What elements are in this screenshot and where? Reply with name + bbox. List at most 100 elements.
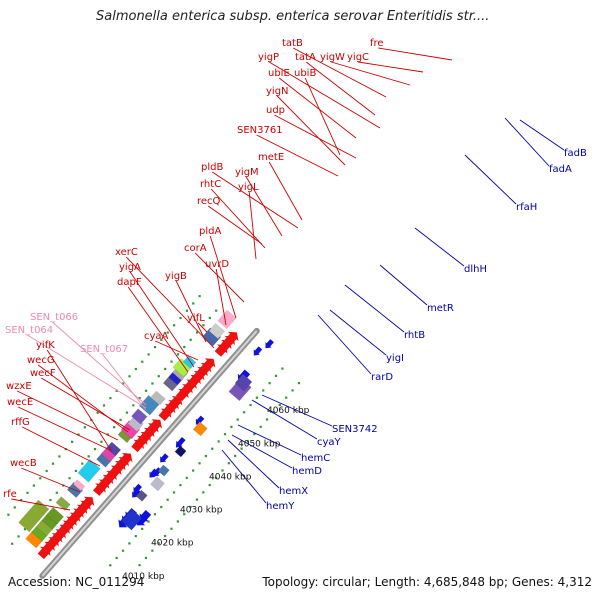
track-dot bbox=[115, 556, 118, 560]
reverse-gene-arrow bbox=[160, 453, 169, 463]
gene-label-rarD: rarD bbox=[371, 372, 393, 383]
gene-label-SEN_t064: SEN_t064 bbox=[5, 325, 53, 336]
label-leader-line bbox=[268, 61, 381, 129]
track-dot bbox=[58, 455, 61, 458]
label-leader-line bbox=[125, 256, 215, 349]
track-dot bbox=[234, 454, 237, 458]
gene-label-ubiE: ubiE bbox=[268, 68, 290, 79]
track-dot bbox=[183, 513, 186, 516]
gene-label-hemD: hemD bbox=[292, 466, 322, 477]
label-leader-line bbox=[248, 191, 257, 260]
label-leader-line bbox=[519, 119, 565, 151]
reverse-gene-arrow bbox=[175, 437, 186, 448]
track-dot bbox=[45, 469, 48, 473]
label-leader-line bbox=[464, 154, 517, 205]
gene-label-wecB: wecB bbox=[10, 458, 37, 469]
gene-label-uvrD: uvrD bbox=[205, 259, 229, 270]
label-leader-line bbox=[175, 280, 207, 343]
forward-gene-arrow bbox=[119, 453, 133, 466]
track-dot bbox=[195, 498, 199, 501]
gene-label-dlhH: dlhH bbox=[464, 264, 487, 275]
track-dot bbox=[291, 389, 294, 392]
gene-label-yigI: yigI bbox=[386, 353, 404, 364]
gene-label-fre: fre bbox=[370, 38, 384, 49]
label-leader-line bbox=[40, 377, 131, 431]
label-leader-line bbox=[317, 314, 372, 375]
label-leader-line bbox=[129, 271, 195, 368]
feature-block bbox=[234, 373, 253, 392]
track-dot bbox=[227, 462, 230, 465]
track-dot bbox=[208, 316, 211, 320]
gene-label-yigB: yigB bbox=[165, 271, 187, 282]
track-dot bbox=[192, 302, 195, 305]
track-dot bbox=[176, 520, 179, 523]
track-dot bbox=[157, 542, 160, 545]
reverse-gene-arrow bbox=[253, 346, 263, 356]
kbp-tick-label: 4060 kbp bbox=[267, 406, 310, 416]
track-dot bbox=[153, 513, 157, 516]
gene-label-SEN_t067: SEN_t067 bbox=[80, 344, 128, 355]
gene-label-SEN_t066: SEN_t066 bbox=[30, 312, 78, 323]
gene-label-SEN3742: SEN3742 bbox=[332, 424, 378, 435]
track-dot bbox=[183, 345, 186, 349]
label-leader-line bbox=[52, 321, 147, 406]
label-leader-line bbox=[268, 161, 303, 221]
track-dot bbox=[160, 338, 163, 341]
track-dot bbox=[51, 462, 55, 465]
track-dot bbox=[281, 367, 284, 370]
label-leader-line bbox=[292, 47, 387, 98]
feature-block bbox=[120, 508, 143, 531]
track-dot bbox=[166, 331, 169, 334]
forward-gene-arrow bbox=[225, 331, 239, 345]
feature-block bbox=[131, 408, 148, 425]
track-dot bbox=[141, 527, 144, 530]
gene-label-udp: udp bbox=[266, 105, 285, 116]
label-leader-line bbox=[344, 284, 405, 333]
forward-gene-arrow bbox=[81, 496, 95, 510]
track-dot bbox=[83, 426, 86, 429]
label-leader-line bbox=[331, 61, 411, 86]
track-dot bbox=[100, 440, 103, 443]
gene-label-cyaY: cyaY bbox=[317, 437, 342, 448]
gene-label-xerC: xerC bbox=[115, 247, 138, 258]
gene-label-tatB: tatB bbox=[282, 38, 303, 49]
track-dot bbox=[11, 542, 14, 545]
gene-label-wecF: wecF bbox=[30, 368, 56, 379]
gene-label-yigN: yigN bbox=[266, 86, 289, 97]
label-leader-line bbox=[504, 117, 550, 167]
track-dot bbox=[198, 295, 201, 298]
gene-label-metR: metR bbox=[427, 303, 454, 314]
track-dot bbox=[160, 505, 163, 509]
track-dot bbox=[151, 382, 154, 385]
feature-block bbox=[150, 390, 166, 406]
track-dot bbox=[214, 476, 218, 479]
track-dot bbox=[128, 375, 131, 378]
label-leader-line bbox=[102, 353, 147, 411]
label-leader-line bbox=[17, 390, 119, 441]
track-dot bbox=[134, 367, 137, 371]
track-dot bbox=[23, 528, 27, 531]
label-leader-line bbox=[329, 309, 387, 356]
track-dot bbox=[179, 484, 182, 487]
track-dot bbox=[172, 491, 176, 494]
reverse-gene-arrow bbox=[139, 509, 152, 522]
track-dot bbox=[249, 403, 252, 407]
track-dot bbox=[151, 549, 154, 552]
gene-label-rfaH: rfaH bbox=[516, 202, 537, 213]
track-dot bbox=[128, 542, 131, 545]
track-dot bbox=[87, 455, 90, 458]
forward-gene-arrow bbox=[202, 358, 216, 371]
track-dot bbox=[217, 440, 220, 443]
track-dot bbox=[274, 374, 278, 377]
kbp-tick-label: 4020 kbp bbox=[151, 539, 194, 549]
track-dot bbox=[170, 527, 173, 530]
gene-label-yifK: yifK bbox=[36, 340, 55, 351]
track-dot bbox=[122, 382, 125, 385]
label-leader-line bbox=[251, 399, 318, 440]
forward-gene-arrow bbox=[149, 419, 163, 432]
track-dot bbox=[189, 505, 192, 509]
track-dot bbox=[163, 534, 167, 538]
track-dot bbox=[125, 411, 129, 414]
track-dot bbox=[262, 389, 265, 392]
track-dot bbox=[166, 498, 169, 501]
